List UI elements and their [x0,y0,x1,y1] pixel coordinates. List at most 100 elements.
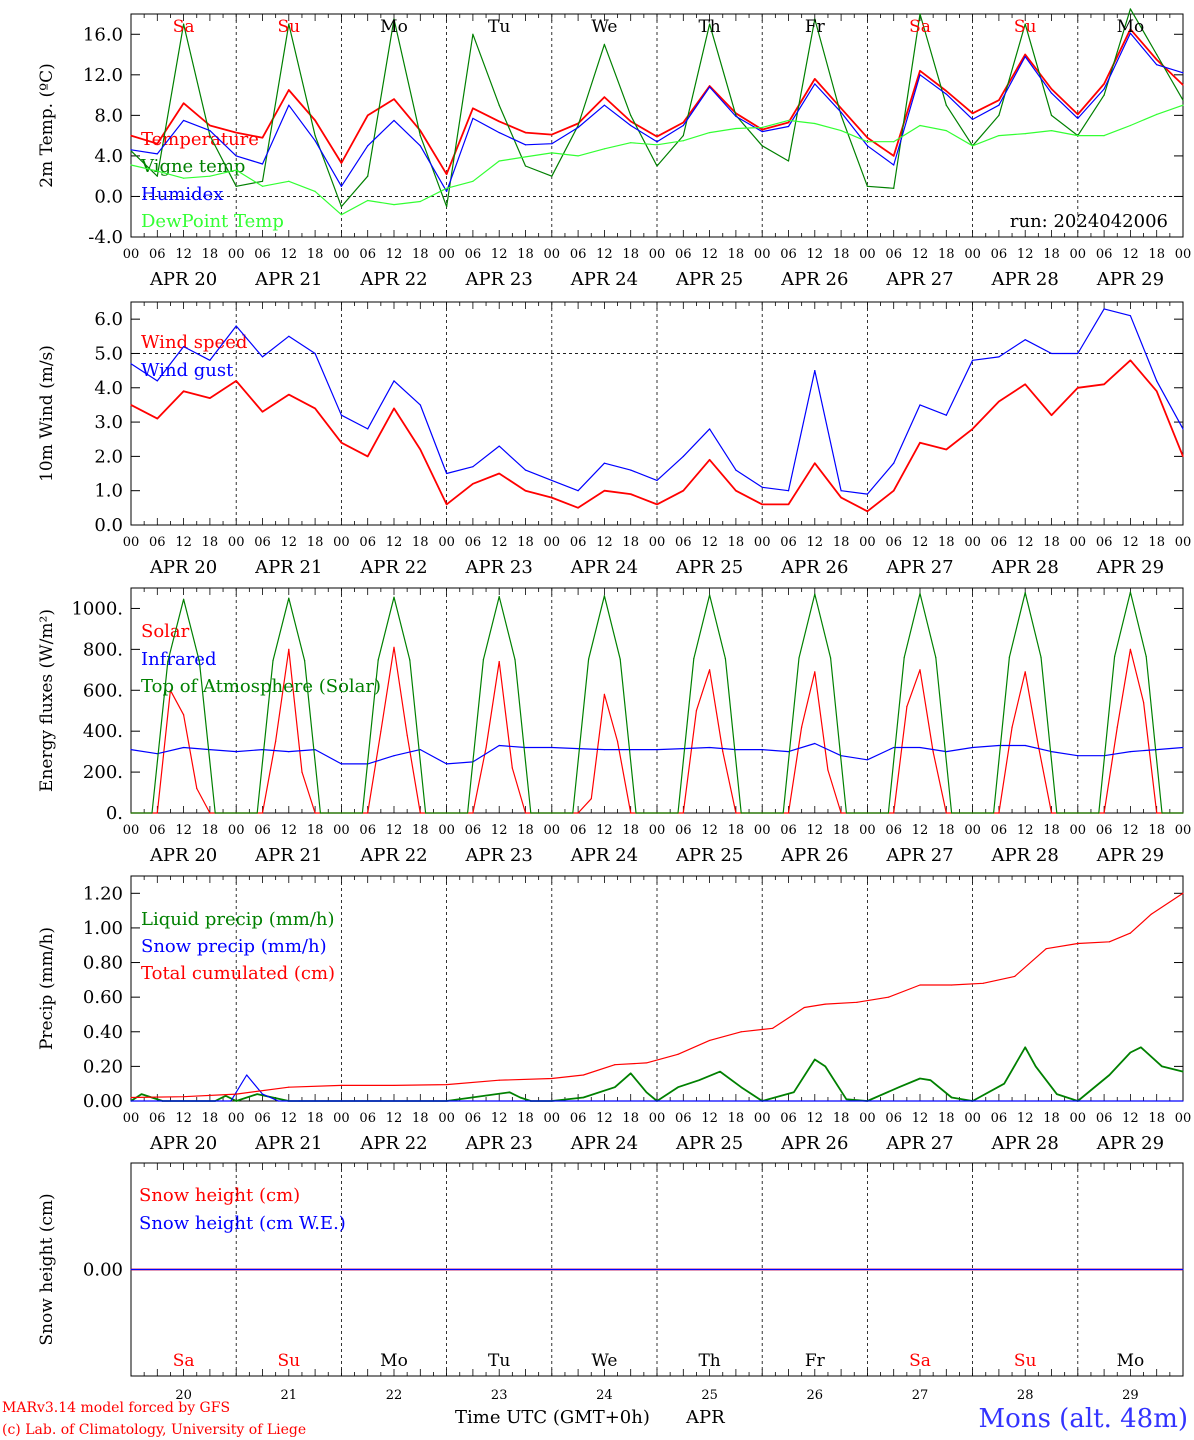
data-point [424,812,427,814]
hour-tick-label: 00 [1175,1111,1192,1126]
data-point [446,187,448,189]
data-point [514,658,516,661]
data-point [735,812,737,814]
day-number-label: 22 [386,1388,403,1403]
data-point [446,812,448,814]
hour-tick-label: 18 [622,535,639,550]
station-title: Mons (alt. 48m) [979,1404,1188,1434]
data-point [919,1077,921,1080]
data-point [693,657,695,660]
data-point [183,714,185,716]
data-point [735,127,737,130]
data-point [761,486,763,488]
data-point [1182,428,1184,430]
data-point [272,660,274,662]
data-point [1129,932,1131,934]
hour-tick-label: 18 [833,247,850,262]
y-tick-label: 12.0 [83,65,123,86]
data-point [616,740,619,743]
data-point [314,135,316,137]
data-point [130,135,132,137]
data-point [340,1100,342,1102]
data-point [1077,113,1079,115]
y-tick-label: 0.0 [94,186,123,207]
y-tick-label: 0.80 [83,953,123,974]
date-label: APR 27 [885,557,953,578]
data-point [1011,726,1013,728]
data-point [1050,812,1053,814]
hour-tick-label: 18 [938,535,955,550]
data-point [1156,53,1158,56]
data-point [682,140,684,142]
date-label: APR 21 [254,557,322,578]
hour-tick-label: 12 [701,535,718,550]
hour-tick-label: 00 [438,535,455,550]
hour-tick-label: 18 [307,1111,324,1126]
data-point [945,129,947,132]
data-point [472,117,474,120]
date-label: APR 26 [780,1133,848,1154]
hour-tick-label: 06 [570,823,587,838]
data-point [467,812,469,814]
data-point [1182,892,1184,894]
data-point [446,763,448,765]
data-point [1077,387,1079,389]
data-point [787,812,790,814]
data-point [140,1093,143,1095]
series-line-3 [130,892,1184,1099]
data-point [722,751,724,753]
legend-entry-2: Snow height (cm W.E.) [139,1213,346,1234]
data-point [603,96,606,98]
data-point [682,135,684,137]
data-point [1103,94,1105,96]
data-point [1024,592,1026,594]
hour-tick-label: 00 [333,823,350,838]
hour-tick-label: 12 [281,535,298,550]
y-tick-label: 16.0 [83,24,123,45]
hour-tick-label: 06 [359,1111,376,1126]
data-point [130,404,132,406]
data-point [235,812,237,814]
data-point [130,1268,132,1271]
y-tick-label: 0.60 [83,987,123,1008]
hour-tick-label: 18 [938,1111,955,1126]
hour-tick-label: 18 [622,1111,639,1126]
data-point [1024,671,1026,673]
data-point [301,771,303,773]
data-point [235,185,237,187]
hour-tick-label: 18 [307,535,324,550]
data-point [856,1001,858,1003]
day-number-label: 26 [807,1388,824,1403]
data-point [1003,1083,1005,1085]
data-point [803,1006,805,1009]
data-point [156,170,158,172]
data-point [209,397,211,399]
date-label: APR 26 [780,845,848,866]
panel-4: 0.00 0.20 0.40 0.60 0.80 1.00 1.20 Precip (mm/h… [37,875,1192,1154]
data-point [1156,380,1158,382]
hour-tick-label: 18 [833,1111,850,1126]
data-point [498,744,500,747]
data-point [319,812,321,814]
data-point [866,145,869,147]
data-point [169,689,172,691]
hour-tick-label: 06 [1096,247,1113,262]
data-point [582,1096,584,1099]
data-point [906,706,908,708]
data-point [735,115,737,117]
data-point [519,1096,521,1099]
hour-tick-label: 18 [1148,823,1165,838]
data-point [761,503,763,506]
y-tick-label: 0. [106,803,123,824]
hour-tick-label: 06 [991,247,1008,262]
hour-tick-label: 06 [991,823,1008,838]
hour-tick-label: 12 [386,823,403,838]
hour-tick-label: 12 [701,1111,718,1126]
data-point [1156,812,1158,814]
data-point [1129,591,1131,593]
data-point [887,812,890,814]
y-tick-label: 0.00 [83,1091,123,1112]
hour-tick-label: 12 [175,247,192,262]
data-point [1024,23,1026,25]
data-point [866,812,869,814]
